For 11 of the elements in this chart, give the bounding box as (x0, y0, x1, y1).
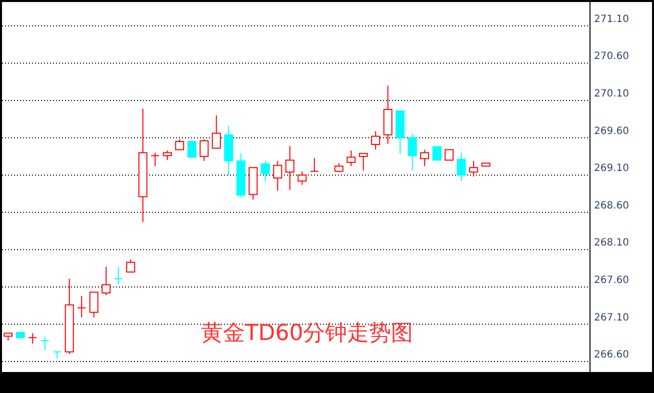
y-tick-label: 271.10 (594, 14, 629, 25)
y-tick-label: 266.60 (594, 350, 629, 361)
y-tick-label: 268.60 (594, 200, 629, 212)
y-tick-label: 267.10 (594, 312, 629, 324)
y-tick-label: 270.60 (594, 51, 629, 62)
y-tick-label: 269.60 (594, 126, 629, 137)
y-tick-label: 269.10 (594, 163, 629, 174)
y-tick-label: 270.10 (594, 88, 629, 100)
y-tick-label: 267.60 (594, 274, 629, 286)
y-tick-label: 268.10 (594, 238, 629, 249)
text: 黄金TD60分钟走势图 (200, 321, 414, 346)
